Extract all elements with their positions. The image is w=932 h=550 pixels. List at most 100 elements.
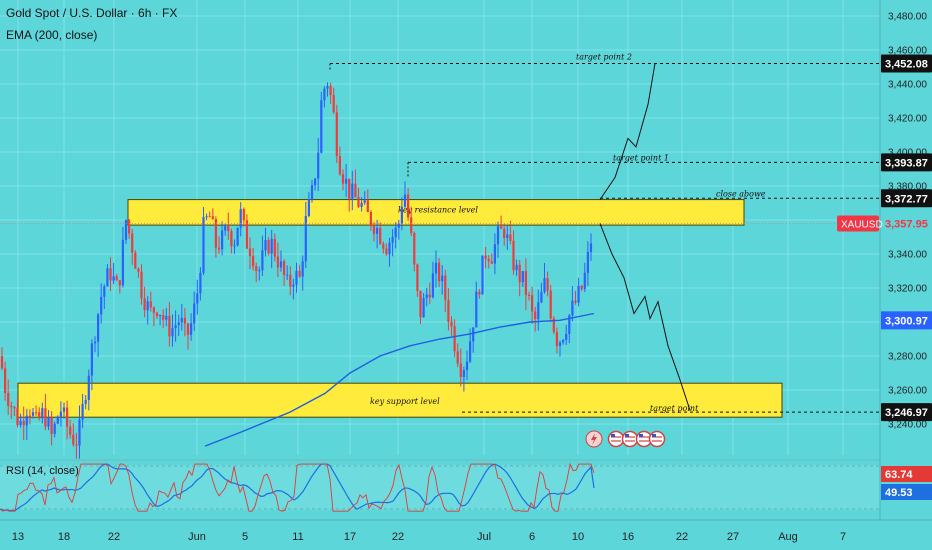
candle-up [100,296,103,315]
candle-up [388,242,391,255]
candle-down [0,356,4,369]
price-tag-target-point-2 [881,54,932,73]
rsi-band [0,465,880,510]
candle-down [509,234,512,241]
candle-up [314,178,317,186]
price-tag-label-target-point-1: 3,393.87 [885,157,928,169]
candle-down [407,194,410,218]
candle-up [295,270,298,285]
candle-up [25,415,28,426]
candle-up [146,301,149,311]
candle-down [168,315,171,337]
candle-up [472,327,475,342]
candle-down [118,280,121,286]
candle-up [493,244,496,264]
projection-down [599,223,691,411]
chart-title: Gold Spot / U.S. Dollar · 6h · FX [6,6,178,20]
candle-down [459,363,462,377]
candle-down [13,407,16,409]
candle-down [552,318,555,332]
candle-down [428,294,431,298]
candle-up [320,100,323,153]
grid [0,0,880,455]
projection-up [599,63,656,200]
price-tick-label: 3,400.00 [888,148,927,159]
candle-up [286,274,289,276]
candle-down [115,276,118,281]
candle-up [323,88,326,101]
candle-down [549,290,552,319]
candle-up [589,243,593,253]
candle-up [363,200,366,203]
candle-up [301,261,304,277]
candle-down [453,326,456,352]
time-tick-label: 7 [840,531,846,543]
candle-down [245,220,248,249]
price-tick-label: 3,380.00 [888,182,927,193]
candle-up [310,185,314,200]
candle-down [109,268,112,281]
candle-down [379,227,382,244]
candle-up [462,370,465,377]
candle-up [165,315,168,320]
candle-up [465,361,469,371]
candle-down [211,216,214,220]
candle-down [128,220,131,234]
candle-down [416,264,419,291]
candle-up [475,291,478,328]
price-tick-label: 3,480.00 [888,12,927,23]
candle-down [22,421,25,426]
rsi-ma-label: 49.53 [885,487,913,499]
candle-up [62,407,66,412]
candle-down [131,233,134,253]
time-tick-label: 27 [727,531,739,543]
candle-up [540,292,543,303]
candle-down [447,300,450,322]
candle-up [87,375,90,400]
zone-label-key-resistance-level: key resistance level [398,206,478,215]
candle-up [258,270,261,272]
rsi-ma-tag [881,484,932,500]
candle-down [503,228,506,239]
rsi-line [0,462,595,512]
candle-down [555,331,558,346]
symbol-tag [837,215,879,232]
candle-up [56,416,59,424]
candle-up [425,294,428,298]
flag-canton [639,434,643,437]
current-price-tag-bg [881,214,932,233]
time-tick-label: 5 [242,531,248,543]
candle-down [487,259,490,262]
candle-up [351,183,354,199]
candle-up [304,215,307,262]
candle-up [345,178,348,184]
candle-up [19,421,22,425]
candle-down [66,407,69,427]
time-tick-label: 18 [58,531,70,543]
candle-up [571,300,574,316]
ema-indicator-label: EMA (200, close) [6,28,98,42]
rsi-value-label: 63.74 [885,469,913,481]
candle-down [38,412,41,419]
candle-up [506,234,509,239]
candle-down [69,426,72,435]
candle-up [481,255,484,295]
candle-up [221,230,224,250]
candle-down [273,238,276,257]
candle-down [534,311,537,320]
price-tag-label-target-point-2: 3,452.08 [885,58,928,70]
candle-down [230,231,233,247]
candle-up [205,216,208,218]
rsi-indicator-label: RSI (14, close) [6,465,79,477]
zone-key-support-level [17,382,783,418]
candle-up [317,152,320,179]
candle-down [357,197,360,207]
candle-down [155,312,159,316]
candle-up [397,223,400,228]
candle-down [531,295,534,312]
candle-up [422,297,425,318]
candle-down [149,301,152,308]
candle-down [162,315,165,320]
candle-up [496,226,500,245]
